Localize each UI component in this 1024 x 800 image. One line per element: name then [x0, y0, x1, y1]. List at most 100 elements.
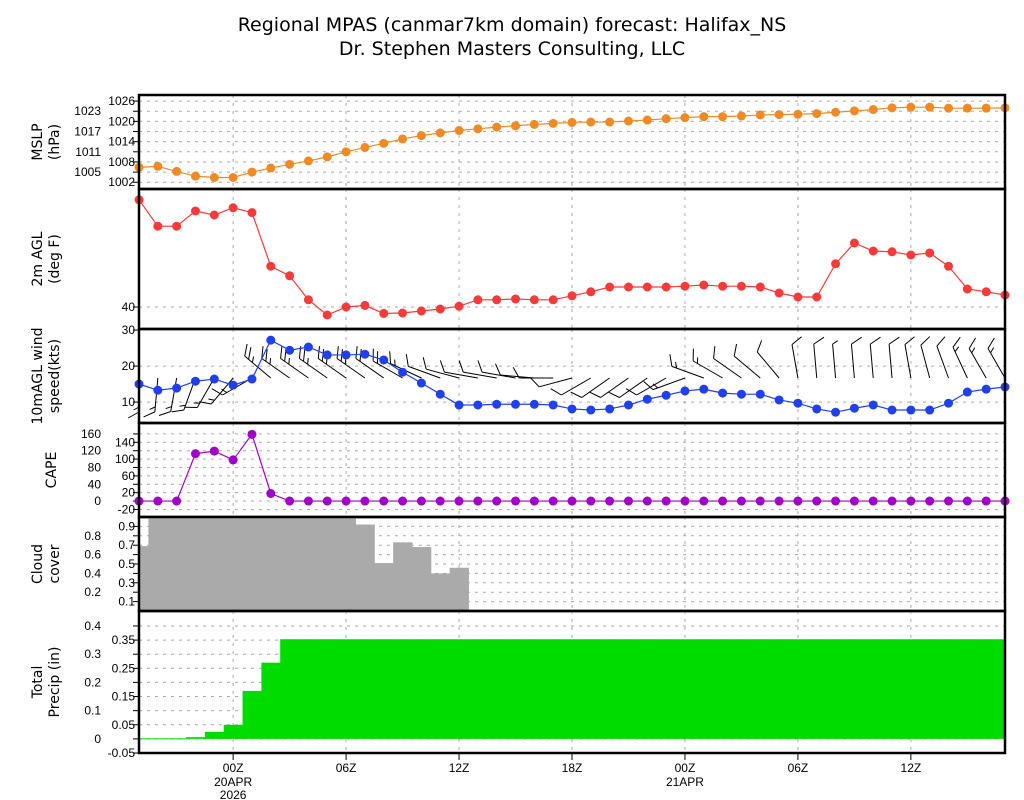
x-tick-label: 06Z	[336, 761, 357, 775]
temp-point	[887, 247, 897, 257]
wind-barb	[143, 377, 159, 418]
temp-point	[360, 300, 370, 310]
barb-shaft	[904, 344, 912, 379]
temp-point	[172, 221, 182, 231]
wind-barb	[405, 354, 441, 379]
precip-bar	[487, 639, 507, 739]
mslp-point	[209, 173, 219, 183]
mslp-point	[906, 102, 916, 112]
cape-point	[868, 496, 878, 506]
barb-shaft	[280, 358, 309, 379]
mslp-point	[623, 116, 633, 126]
y-tick-label: 0.35	[112, 633, 136, 647]
panels: 100210051008101110141017102010231026MSLP…	[30, 93, 1010, 760]
temp-point	[285, 271, 295, 281]
wind-barb	[920, 336, 931, 379]
wind-barb	[199, 377, 234, 405]
barb-half	[165, 406, 172, 410]
wind-barb	[733, 343, 761, 379]
barb-flag	[280, 346, 283, 359]
precip-bar	[148, 738, 168, 740]
cape-point	[379, 496, 389, 506]
precip-bar	[299, 639, 319, 739]
temp-point	[661, 282, 671, 292]
x-tick-label: 12Z	[449, 761, 470, 775]
y-tick-label: 40	[88, 477, 102, 491]
mslp-point	[285, 159, 295, 169]
barb-shaft	[154, 377, 159, 412]
y-axis-label: 2m AGL	[30, 231, 46, 286]
barb-shaft	[210, 377, 234, 405]
barb-shaft	[952, 346, 968, 379]
precip-bar	[543, 639, 564, 739]
barb-flag	[171, 409, 184, 413]
wind-point	[642, 394, 652, 404]
temp-point	[322, 310, 332, 320]
barb-half	[307, 358, 309, 365]
mslp-point	[303, 156, 313, 166]
precip-bar	[863, 639, 884, 739]
cape-point	[642, 496, 652, 506]
wind-barb	[936, 336, 949, 379]
cape-point	[341, 496, 351, 506]
y-tick-label: -0.05	[108, 746, 136, 760]
barb-flag	[127, 411, 140, 419]
mslp-point	[849, 106, 859, 116]
barb-flag	[303, 349, 306, 362]
barb-flag	[355, 346, 358, 359]
cape-point	[153, 496, 163, 506]
precip-bar	[336, 639, 356, 739]
cape-point	[755, 496, 765, 506]
temp-point	[868, 246, 878, 256]
y-tick-label: 80	[88, 460, 102, 474]
cape-point	[699, 496, 709, 506]
x-tick-label: 12Z	[901, 761, 922, 775]
barb-half	[954, 346, 960, 353]
mslp-point	[981, 103, 991, 113]
wind-barb	[692, 348, 723, 379]
cape-point	[981, 496, 991, 506]
wind-barb	[261, 346, 290, 379]
barb-flag	[317, 346, 321, 359]
wind-barb	[570, 377, 610, 398]
wind-barb	[850, 336, 862, 379]
barb-half	[832, 340, 838, 345]
barb-flag	[458, 360, 464, 373]
y-tick-label: 0.7	[118, 538, 135, 552]
y-tick-label: 0.1	[118, 595, 135, 609]
cape-point	[849, 496, 859, 506]
wind-point	[247, 374, 257, 384]
precip-bar	[261, 662, 281, 739]
barb-flag	[968, 337, 976, 349]
wind-point	[586, 405, 596, 415]
wind-point	[793, 398, 803, 408]
wind-point	[906, 405, 916, 415]
mslp-point	[247, 167, 257, 177]
wind-point	[661, 390, 671, 400]
wind-barb	[184, 377, 215, 408]
precip-bar	[619, 639, 639, 739]
barb-half	[652, 383, 659, 389]
barb-shaft	[299, 358, 328, 379]
mslp-point	[812, 109, 822, 119]
barb-flag	[570, 391, 583, 398]
barb-shaft	[756, 351, 780, 379]
wind-point	[548, 400, 558, 410]
wind-point	[529, 399, 539, 409]
mslp-point	[736, 111, 746, 121]
precip-bar	[656, 639, 677, 739]
y-tick-label: 160	[81, 427, 101, 441]
barb-flag	[550, 388, 562, 396]
wind-barb	[512, 366, 554, 379]
barb-half	[971, 347, 976, 354]
barb-flag	[265, 349, 268, 362]
cape-point	[492, 496, 502, 506]
wind-point	[209, 374, 219, 384]
barb-flag	[936, 336, 946, 347]
wind-point	[473, 400, 483, 410]
wind-point	[699, 384, 709, 394]
barb-shaft	[463, 371, 497, 379]
y-tick-label: 20	[122, 486, 136, 500]
wind-point	[944, 398, 954, 408]
precip-bar	[223, 724, 244, 739]
